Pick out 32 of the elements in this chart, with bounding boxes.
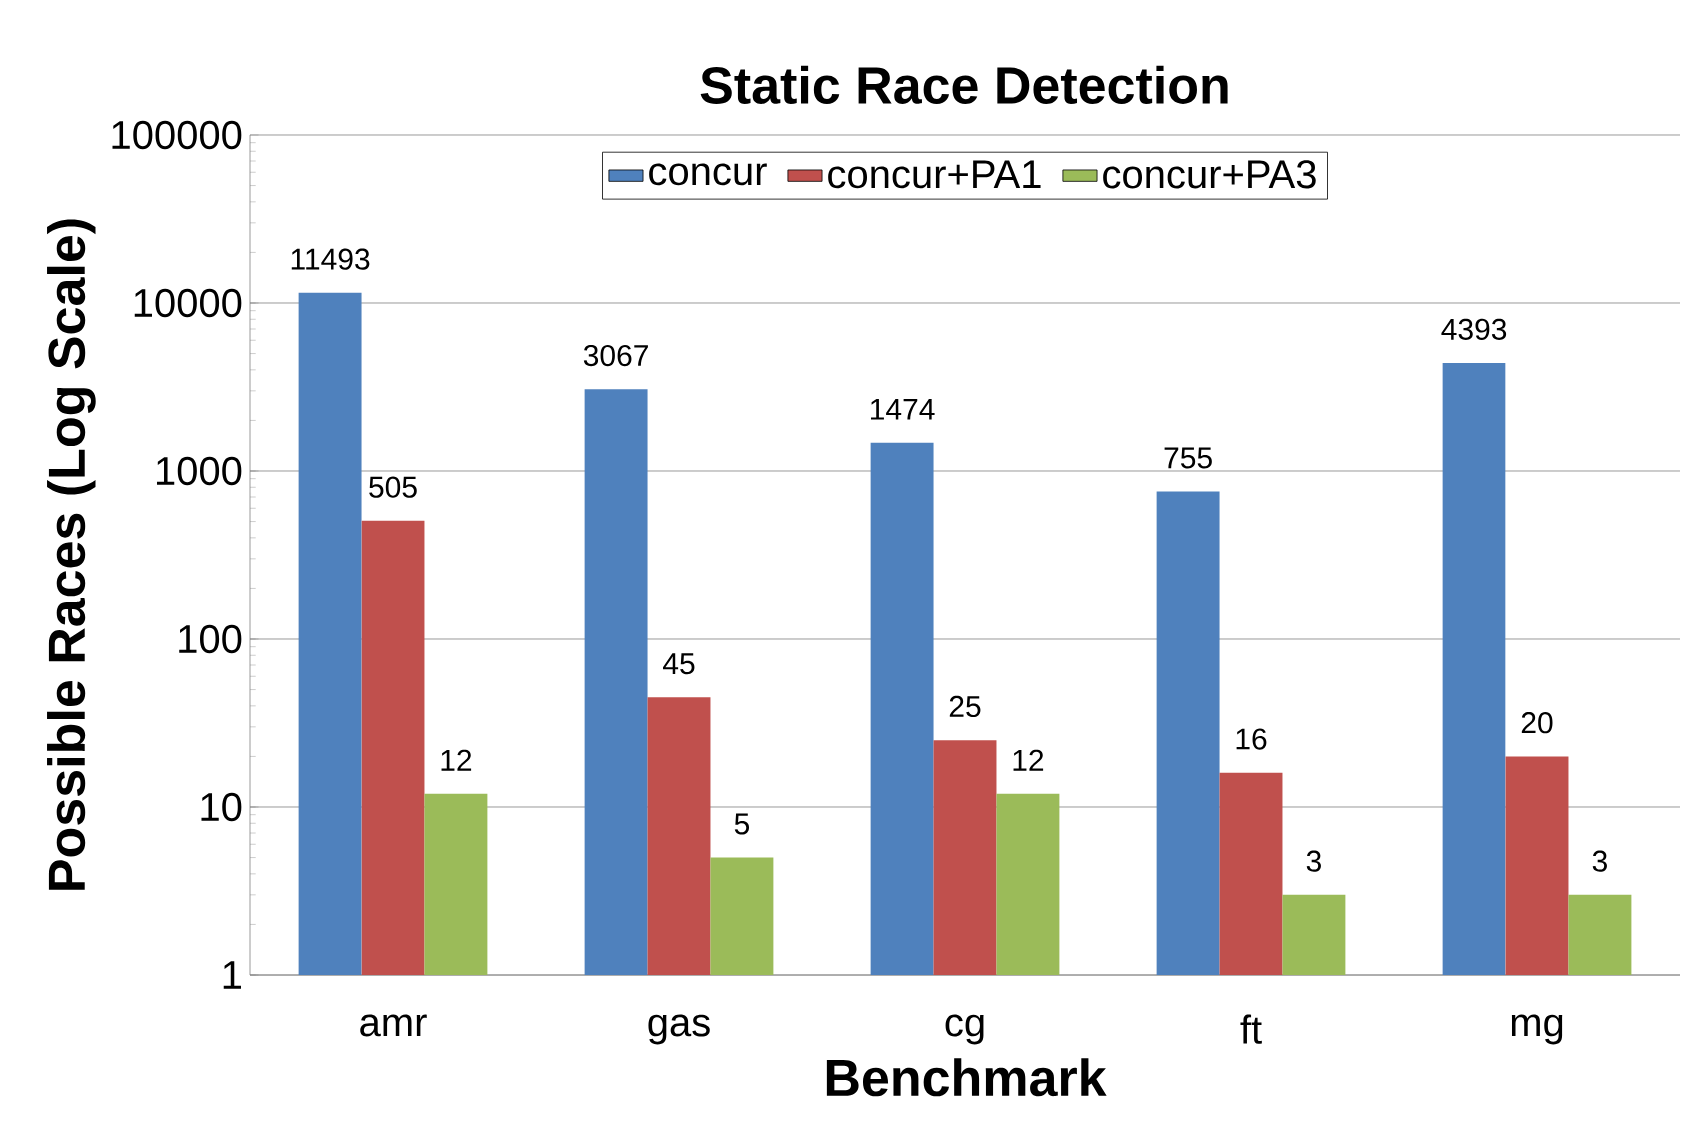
legend-label: concur+PA1 — [828, 160, 1041, 189]
y-tick-label: 100000 — [112, 120, 242, 150]
y-tick-label: 10 — [201, 792, 242, 822]
y-tick-label: 1 — [223, 961, 241, 989]
data-label: 505 — [369, 476, 417, 498]
data-label: 20 — [1521, 712, 1553, 734]
data-label: 3 — [1306, 850, 1321, 872]
legend-label: concur — [649, 163, 767, 186]
chart-title: Static Race Detection — [700, 65, 1228, 104]
x-tick-label: mg — [1511, 1014, 1563, 1045]
data-label: 5 — [734, 813, 750, 835]
data-label: 3 — [1592, 850, 1607, 872]
x-tick-label: gas — [648, 1014, 710, 1045]
x-tick-label: amr — [360, 1014, 427, 1037]
data-label: 25 — [949, 695, 981, 718]
data-label: 1474 — [871, 398, 935, 420]
y-tick-label: 100 — [179, 624, 242, 654]
y-tick-label: 10000 — [134, 288, 242, 318]
data-label: 16 — [1236, 728, 1267, 750]
x-tick-label: ft — [1240, 1014, 1262, 1044]
data-label: 4393 — [1441, 318, 1507, 340]
legend-label: concur+PA3 — [1103, 160, 1316, 189]
data-label: 12 — [441, 749, 472, 771]
data-label: 755 — [1164, 447, 1212, 469]
data-label: 12 — [1013, 749, 1044, 771]
data-label: 3067 — [583, 344, 648, 367]
y-axis-title: Possible Races (Log Scale) — [47, 219, 96, 890]
x-tick-label: cg — [945, 1014, 984, 1045]
data-label: 45 — [663, 653, 695, 675]
data-label: 11493 — [291, 248, 370, 270]
y-tick-label: 1000 — [157, 456, 242, 486]
x-axis-title: Benchmark — [826, 1058, 1107, 1097]
